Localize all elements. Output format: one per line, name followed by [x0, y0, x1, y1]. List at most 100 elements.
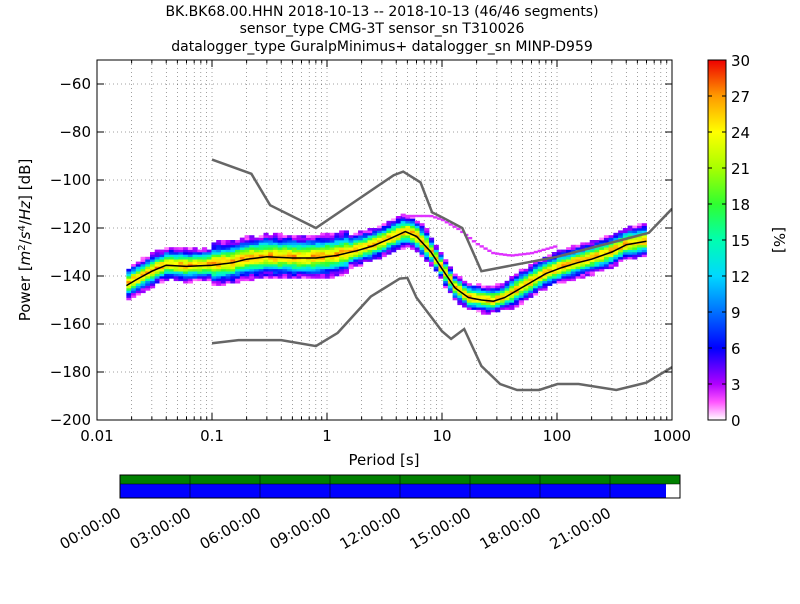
heat-cell: [618, 244, 624, 248]
heat-cell: [254, 264, 260, 267]
heat-cell-outlier: [409, 214, 415, 218]
heat-cell: [594, 261, 600, 265]
heat-cell: [580, 242, 586, 246]
heat-cell: [343, 264, 349, 267]
heat-cell: [514, 292, 520, 296]
heat-cell: [339, 230, 345, 234]
heat-cell: [561, 280, 567, 284]
heat-cell: [547, 266, 553, 270]
heat-cell: [381, 228, 387, 231]
heat-cell: [608, 235, 614, 238]
heat-cell: [211, 278, 217, 282]
heat-cell: [594, 256, 600, 260]
heat-cell: [405, 225, 411, 229]
heat-cell: [391, 247, 397, 250]
heat-cell: [249, 244, 255, 248]
heat-cell: [348, 256, 354, 260]
heat-cell: [353, 259, 359, 262]
heat-cell: [263, 252, 269, 255]
colorbar-tick-label: 24: [731, 124, 750, 142]
y-tick-label: −140: [50, 267, 91, 285]
heat-cell: [183, 278, 189, 282]
heat-cell: [528, 295, 534, 298]
heat-cell: [149, 254, 156, 258]
heat-cell: [499, 307, 506, 310]
heat-cell: [192, 252, 198, 255]
heat-cell: [277, 254, 283, 258]
heat-cell: [367, 259, 373, 262]
heat-cell: [537, 261, 543, 265]
heat-cell: [641, 254, 647, 258]
heat-cell: [225, 280, 231, 284]
heat-cell: [343, 242, 349, 246]
heat-cell: [358, 254, 364, 258]
heat-cell-outlier: [545, 247, 550, 250]
heat-cell: [239, 237, 245, 241]
heat-cell: [296, 247, 302, 250]
heat-cell: [570, 271, 576, 274]
heat-cell: [618, 232, 624, 236]
heat-cell: [258, 242, 264, 246]
heat-cell: [291, 276, 297, 279]
heat-cell: [145, 271, 151, 274]
heat-cell: [272, 235, 279, 238]
heat-cell: [533, 276, 539, 279]
heat-cell: [480, 300, 487, 303]
heat-cell: [424, 244, 430, 248]
heat-cell: [287, 266, 293, 270]
heat-cell: [211, 271, 217, 274]
heat-cell: [585, 268, 591, 272]
heat-cell: [320, 264, 326, 267]
heat-cell: [220, 276, 227, 279]
heat-cell: [585, 264, 591, 267]
heat-cell: [149, 266, 156, 270]
heat-cell: [258, 240, 264, 243]
heat-cell: [202, 271, 208, 274]
heat-cell: [140, 288, 146, 291]
heat-cell: [244, 237, 250, 241]
heat-cell: [183, 266, 189, 270]
heat-cell: [438, 259, 444, 262]
heat-cell: [485, 297, 491, 301]
heat-cell: [490, 290, 496, 294]
heat-cell: [410, 237, 416, 241]
heat-cell: [329, 271, 335, 274]
heat-cell: [249, 268, 255, 272]
heat-cell: [471, 292, 477, 296]
heat-cell: [135, 276, 141, 279]
heat-cell: [362, 252, 368, 255]
heat-cell: [490, 285, 496, 289]
heat-cell: [424, 254, 430, 258]
heat-cell: [400, 220, 406, 224]
heat-cell: [570, 276, 576, 279]
heat-cell: [462, 280, 468, 284]
heat-cell: [452, 280, 458, 284]
heat-cell: [306, 276, 312, 279]
heat-cell: [258, 237, 264, 241]
heat-cell: [154, 266, 160, 270]
colorbar-tick-label: 0: [731, 412, 741, 430]
heat-cell: [239, 244, 245, 248]
heat-cell: [291, 240, 297, 243]
heat-cell: [178, 256, 184, 260]
heat-cell: [187, 264, 193, 267]
heat-cell: [353, 254, 359, 258]
heat-cell: [533, 280, 539, 284]
heat-cell: [258, 252, 264, 255]
heat-cell: [476, 302, 482, 306]
heat-cell: [244, 278, 250, 282]
heat-cell: [566, 254, 572, 258]
heat-cell-outlier: [522, 252, 527, 256]
heat-cell: [419, 225, 425, 229]
heat-cell: [443, 283, 449, 286]
heat-cell: [575, 268, 581, 272]
heat-cell: [254, 276, 260, 279]
heat-cell: [334, 252, 340, 255]
heat-cell: [277, 252, 283, 255]
heat-cell: [386, 252, 392, 255]
heat-cell: [183, 256, 189, 260]
heat-cell: [254, 273, 260, 277]
heat-cell: [149, 283, 156, 286]
heat-cell: [197, 254, 203, 258]
heat-cell: [301, 235, 307, 238]
